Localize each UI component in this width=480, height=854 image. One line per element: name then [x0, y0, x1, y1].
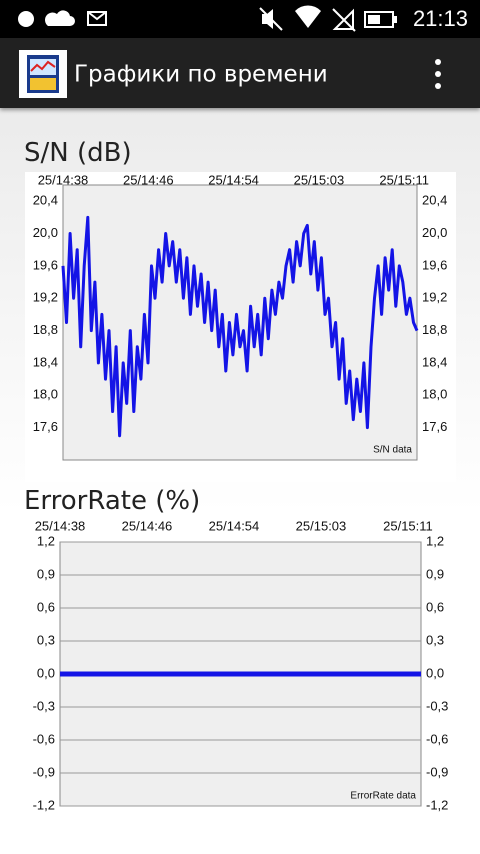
y2-tick-label: -0,6	[426, 731, 448, 746]
app-bar-content: Графики по времени	[19, 50, 441, 98]
app-bar: Графики по времени	[0, 38, 480, 108]
status-bar: 21:13	[0, 0, 480, 38]
chart: -1,2 -1,2 -0,9 -0,9 -0,6 -0,6 -0,3 -0,3 0,0 0,0 0,…	[25, 519, 456, 816]
y2-tick-label: 19,2	[422, 290, 447, 305]
y-tick-label: 20,4	[33, 193, 58, 208]
y2-tick-label: 0,9	[426, 566, 444, 581]
x-tick-label: 25/14:38	[38, 172, 89, 187]
y2-tick-label: 18,4	[422, 354, 447, 369]
y2-tick-label: -0,9	[426, 764, 448, 779]
y-tick-label: 20,0	[33, 225, 58, 240]
y2-tick-label: 19,6	[422, 257, 447, 272]
x-tick-label: 25/14:46	[122, 519, 173, 533]
x-tick-label: 25/14:38	[35, 519, 86, 533]
status-icons: 21:13	[18, 5, 468, 32]
y-tick-label: 0,0	[37, 665, 55, 680]
x-tick-label: 25/14:54	[209, 519, 260, 533]
x-tick-label: 25/15:11	[379, 172, 429, 187]
y-tick-label: 17,6	[33, 419, 58, 434]
y2-tick-label: 20,0	[422, 225, 447, 240]
x-tick-label: 25/14:54	[208, 172, 259, 187]
y2-tick-label: 0,0	[426, 665, 444, 680]
clock: 21:13	[413, 6, 468, 31]
y2-tick-label: -1,2	[426, 797, 448, 812]
y-tick-label: 18,4	[33, 354, 58, 369]
y-tick-label: 19,6	[33, 257, 58, 272]
chart: 17,6 17,6 18,0 18,0 18,4 18,4 18,8 18,8 19,2 19,2…	[25, 172, 456, 482]
y-tick-label: -0,9	[33, 764, 55, 779]
y2-tick-label: 17,6	[422, 419, 447, 434]
legend-label: S/N data	[373, 445, 412, 456]
x-tick-label: 25/15:11	[383, 519, 433, 533]
x-tick-label: 25/14:46	[123, 172, 174, 187]
chart-title: ErrorRate (%)	[24, 486, 201, 516]
y-tick-label: 0,3	[37, 632, 55, 647]
y-tick-label: 18,8	[33, 322, 58, 337]
chart-title: S/N (dB)	[24, 138, 132, 168]
y-tick-label: 18,0	[33, 387, 58, 402]
y-tick-label: -0,3	[33, 698, 55, 713]
y2-tick-label: 0,6	[426, 599, 444, 614]
overflow-menu[interactable]	[435, 59, 441, 89]
y-tick-label: -1,2	[33, 797, 55, 812]
y-tick-label: -0,6	[33, 731, 55, 746]
y2-tick-label: 18,8	[422, 322, 447, 337]
y2-tick-label: -0,3	[426, 698, 448, 713]
y-tick-label: 19,2	[33, 290, 58, 305]
y2-tick-label: 1,2	[426, 533, 444, 548]
y-tick-label: 0,6	[37, 599, 55, 614]
y2-tick-label: 20,4	[422, 193, 447, 208]
y-tick-label: 0,9	[37, 566, 55, 581]
y2-tick-label: 18,0	[422, 387, 447, 402]
app-title: Графики по времени	[74, 62, 328, 88]
y2-tick-label: 0,3	[426, 632, 444, 647]
legend-label: ErrorRate data	[350, 791, 416, 802]
series-line	[61, 215, 419, 438]
x-tick-label: 25/15:03	[296, 519, 347, 533]
y-tick-label: 1,2	[37, 533, 55, 548]
x-tick-label: 25/15:03	[294, 172, 345, 187]
plot-area	[62, 184, 418, 461]
